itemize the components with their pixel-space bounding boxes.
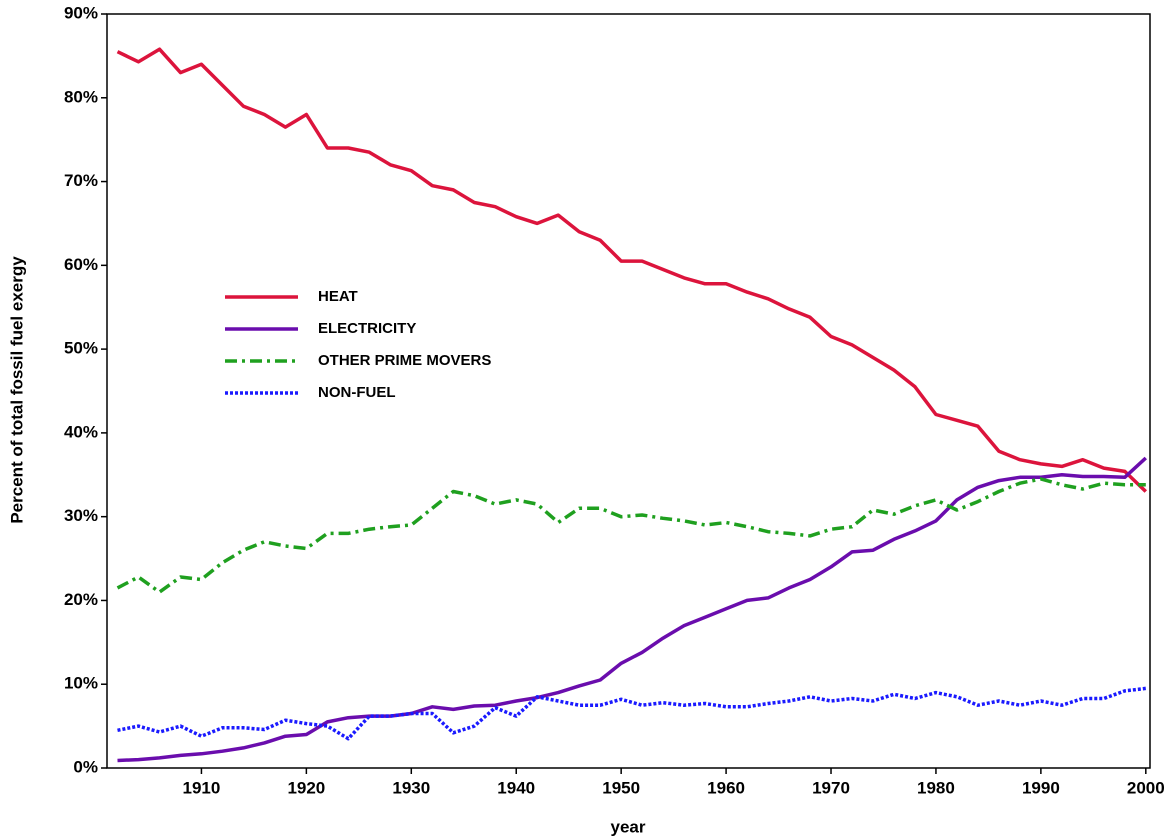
- series-line: [117, 686, 1147, 741]
- y-tick-label: 40%: [64, 422, 98, 441]
- x-axis-label: year: [611, 817, 646, 836]
- y-tick-label: 20%: [64, 590, 98, 609]
- y-tick-label: 0%: [73, 757, 98, 776]
- series-line: [116, 47, 1148, 493]
- legend-label: HEAT: [318, 288, 358, 305]
- y-tick-label: 60%: [64, 255, 98, 274]
- x-tick-label: 1950: [602, 778, 640, 797]
- series-line: [116, 477, 1146, 594]
- plot-frame: [106, 13, 1151, 769]
- x-tick-label: 1990: [1022, 778, 1060, 797]
- legend: HEAT ELECTRICITY OTHER PRIME MOVERS NON-FUE…: [225, 288, 491, 401]
- legend-label: OTHER PRIME MOVERS: [318, 352, 491, 369]
- y-tick-label: 80%: [64, 87, 98, 106]
- y-axis-label: Percent of total fossil fuel exergy: [7, 256, 26, 524]
- y-tick-label: 10%: [64, 674, 98, 693]
- legend-label: NON-FUEL: [318, 384, 396, 401]
- y-tick-label: 70%: [64, 171, 98, 190]
- x-tick-label: 1980: [917, 778, 955, 797]
- x-tick-label: 1930: [392, 778, 430, 797]
- y-tick-label: 30%: [64, 506, 98, 525]
- x-tick-label: 1970: [812, 778, 850, 797]
- x-tick-label: 2000: [1127, 778, 1164, 797]
- series-line: [117, 456, 1147, 763]
- y-tick-label: 90%: [64, 3, 98, 22]
- legend-label: ELECTRICITY: [318, 320, 416, 337]
- x-tick-label: 1920: [287, 778, 325, 797]
- x-tick-label: 1910: [183, 778, 221, 797]
- y-tick-label: 50%: [64, 339, 98, 358]
- x-tick-label: 1960: [707, 778, 745, 797]
- x-tick-label: 1940: [497, 778, 535, 797]
